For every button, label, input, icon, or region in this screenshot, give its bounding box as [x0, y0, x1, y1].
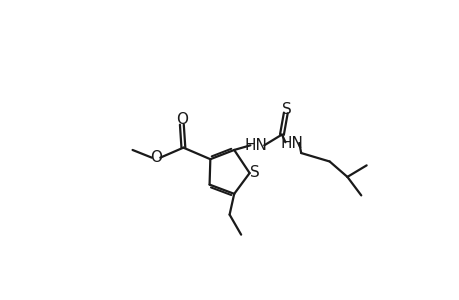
Text: S: S	[250, 165, 259, 180]
Text: O: O	[175, 112, 187, 128]
Text: HN: HN	[244, 138, 267, 153]
Text: S: S	[281, 102, 291, 117]
Text: O: O	[149, 150, 161, 165]
Text: HN: HN	[280, 136, 303, 151]
